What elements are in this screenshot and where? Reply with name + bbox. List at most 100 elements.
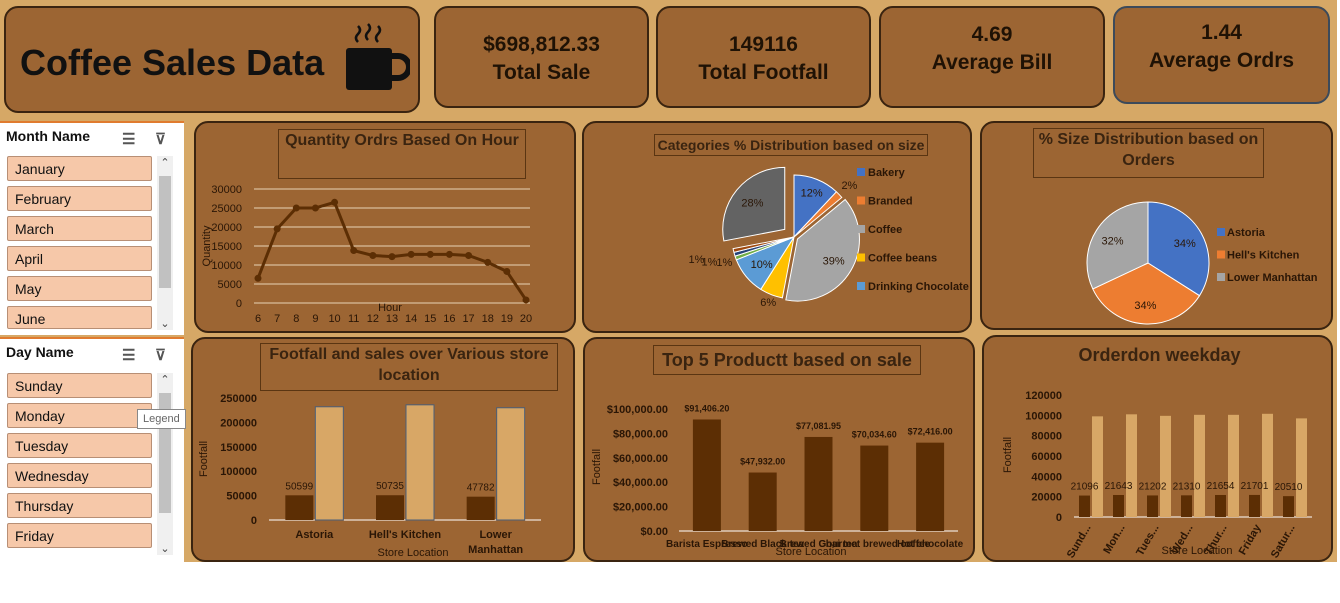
x-tick-label: 18 xyxy=(482,313,494,325)
x-tick-label: 19 xyxy=(501,313,513,325)
month-item-march[interactable]: March xyxy=(7,216,152,241)
x-tick-label: Friday xyxy=(1237,522,1264,557)
y-tick-label: 20000 xyxy=(211,222,242,234)
y-axis-title: Footfall xyxy=(198,441,210,477)
x-tick-label: Astoria xyxy=(295,529,334,541)
category-pie-chart: 12%2%39%6%10%1%1%1%28%BakeryBrandedCoffe… xyxy=(688,166,969,309)
slice-label: 10% xyxy=(751,259,773,271)
month-item-january[interactable]: January xyxy=(7,156,152,181)
legend-swatch xyxy=(857,253,865,262)
scroll-up-icon[interactable]: ⌃ xyxy=(160,157,170,169)
kpi-value: 149116 xyxy=(729,33,798,56)
x-tick-label: 16 xyxy=(443,313,455,325)
pie-slice xyxy=(793,191,843,238)
y-axis-title: Quantity xyxy=(201,225,213,266)
legend-label: Hell's Kitchen xyxy=(1227,250,1300,262)
store-footfall-bar-chart: 0 50000 100000 150000 200000 250000 50599 Astor… xyxy=(198,393,541,559)
kpi-average-bill: 4.69 Average Bill xyxy=(879,6,1105,108)
x-tick-label: Manhattan xyxy=(468,544,523,556)
x-tick-label: 6 xyxy=(255,313,261,325)
slice-label: 32% xyxy=(1102,235,1124,247)
slice-label: 1% xyxy=(702,257,718,269)
x-tick-label: 13 xyxy=(386,313,398,325)
legend-label: Branded xyxy=(868,196,913,208)
hourly-orders-panel: Quantity Ordrs Based On Hour 0 5000 10000 1… xyxy=(194,121,576,333)
y-axis-title: Footfall xyxy=(1002,437,1014,473)
data-point xyxy=(369,252,377,259)
day-item-friday[interactable]: Friday xyxy=(7,523,152,548)
day-item-tuesday[interactable]: Tuesday xyxy=(7,433,152,458)
month-item-february[interactable]: February xyxy=(7,186,152,211)
y-tick-label: 25000 xyxy=(211,203,242,215)
store-footfall-panel: Footfall and sales over Various store lo… xyxy=(191,337,575,562)
month-item-april[interactable]: April xyxy=(7,246,152,271)
y-tick-label: $80,000.00 xyxy=(613,428,668,440)
slice-label: 12% xyxy=(801,187,823,199)
kpi-value: 4.69 xyxy=(971,23,1013,46)
bar-series-2 xyxy=(1092,416,1103,517)
month-item-june[interactable]: June xyxy=(7,306,152,329)
legend-label: Astoria xyxy=(1227,227,1266,239)
data-point xyxy=(407,250,415,258)
legend-tooltip: Legend xyxy=(137,409,186,429)
slice-label: 34% xyxy=(1174,238,1196,250)
y-tick-label: $100,000.00 xyxy=(607,404,668,416)
clear-filter-icon[interactable]: ⊽ xyxy=(155,347,166,364)
y-tick-label: 80000 xyxy=(1031,431,1062,443)
coffee-cup-icon xyxy=(346,23,410,90)
pie-slice xyxy=(1086,201,1149,290)
slicer-title: Day Name xyxy=(6,344,74,360)
category-distribution-panel: Categories % Distribution based on size … xyxy=(582,121,972,333)
legend-swatch xyxy=(857,282,865,290)
data-point xyxy=(426,250,434,258)
x-tick-label: Satur... xyxy=(1269,523,1298,561)
pie-slice xyxy=(1092,262,1201,325)
multi-select-icon[interactable]: ☰ xyxy=(122,131,136,148)
x-tick-label: 9 xyxy=(312,313,318,325)
data-point xyxy=(311,204,319,212)
data-point xyxy=(273,225,281,233)
bar xyxy=(748,472,777,531)
x-tick-label: Tues... xyxy=(1134,523,1161,558)
bar-series-2 xyxy=(314,406,344,521)
kpi-label: Total Footfall xyxy=(698,61,829,84)
weekday-orders-panel: Orderdon weekday 0 20000 40000 60000 80000 10… xyxy=(982,335,1333,562)
day-item-sunday[interactable]: Sunday xyxy=(7,373,152,398)
x-tick-label: 15 xyxy=(424,313,436,325)
top-products-panel: Top 5 Productt based on sale $0.00 $20,00… xyxy=(583,337,975,562)
y-tick-label: 0 xyxy=(251,515,257,527)
legend-swatch xyxy=(1217,228,1225,236)
y-tick-label: 30000 xyxy=(211,184,242,196)
day-item-thursday[interactable]: Thursday xyxy=(7,493,152,518)
month-item-may[interactable]: May xyxy=(7,276,152,301)
day-slicer-scrollbar[interactable]: ⌃ ⌄ xyxy=(157,373,173,555)
x-tick-label: Gourmet brewed coffee xyxy=(818,539,930,550)
legend-swatch xyxy=(857,225,865,233)
size-distribution-panel: % Size Distribution based on Orders 34% 3… xyxy=(980,121,1333,330)
data-label: $77,081.95 xyxy=(796,421,841,431)
day-item-monday[interactable]: Monday xyxy=(7,403,152,428)
scroll-up-icon[interactable]: ⌃ xyxy=(160,374,170,386)
legend-swatch xyxy=(857,168,865,176)
scroll-down-icon[interactable]: ⌄ xyxy=(160,543,170,555)
slice-label: 34% xyxy=(1134,300,1156,312)
legend-swatch xyxy=(857,196,865,205)
kpi-label: Average Bill xyxy=(931,51,1053,74)
y-tick-label: 40000 xyxy=(1031,471,1062,483)
day-item-wednesday[interactable]: Wednesday xyxy=(7,463,152,488)
month-slicer-scrollbar[interactable]: ⌃ ⌄ xyxy=(157,156,173,330)
bar-series-2 xyxy=(1126,414,1137,517)
y-tick-label: $20,000.00 xyxy=(613,502,668,514)
multi-select-icon[interactable]: ☰ xyxy=(122,347,136,364)
y-tick-label: 120000 xyxy=(1025,390,1062,402)
clear-filter-icon[interactable]: ⊽ xyxy=(155,131,166,148)
scroll-thumb[interactable] xyxy=(159,176,171,288)
bar-series-2 xyxy=(1262,413,1273,517)
data-label: $70,034.60 xyxy=(852,430,897,440)
size-pie-chart: 34% 34% 32% Astoria Hell's Kitchen Lower Manh… xyxy=(1086,201,1318,325)
bar-series-1 xyxy=(1215,494,1226,517)
y-tick-label: 100000 xyxy=(220,466,257,478)
bar-series-2 xyxy=(1194,414,1205,517)
title-card: Coffee Sales Data xyxy=(4,6,420,113)
scroll-down-icon[interactable]: ⌄ xyxy=(160,318,170,330)
